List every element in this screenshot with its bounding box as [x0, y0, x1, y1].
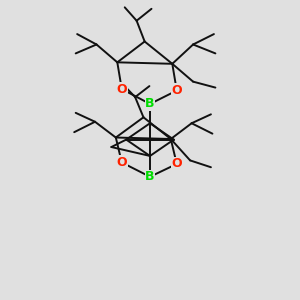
Text: O: O: [171, 158, 182, 170]
Text: B: B: [145, 98, 155, 110]
Text: O: O: [116, 82, 127, 96]
Text: O: O: [116, 156, 127, 169]
Text: O: O: [171, 84, 182, 97]
Text: B: B: [145, 170, 155, 183]
